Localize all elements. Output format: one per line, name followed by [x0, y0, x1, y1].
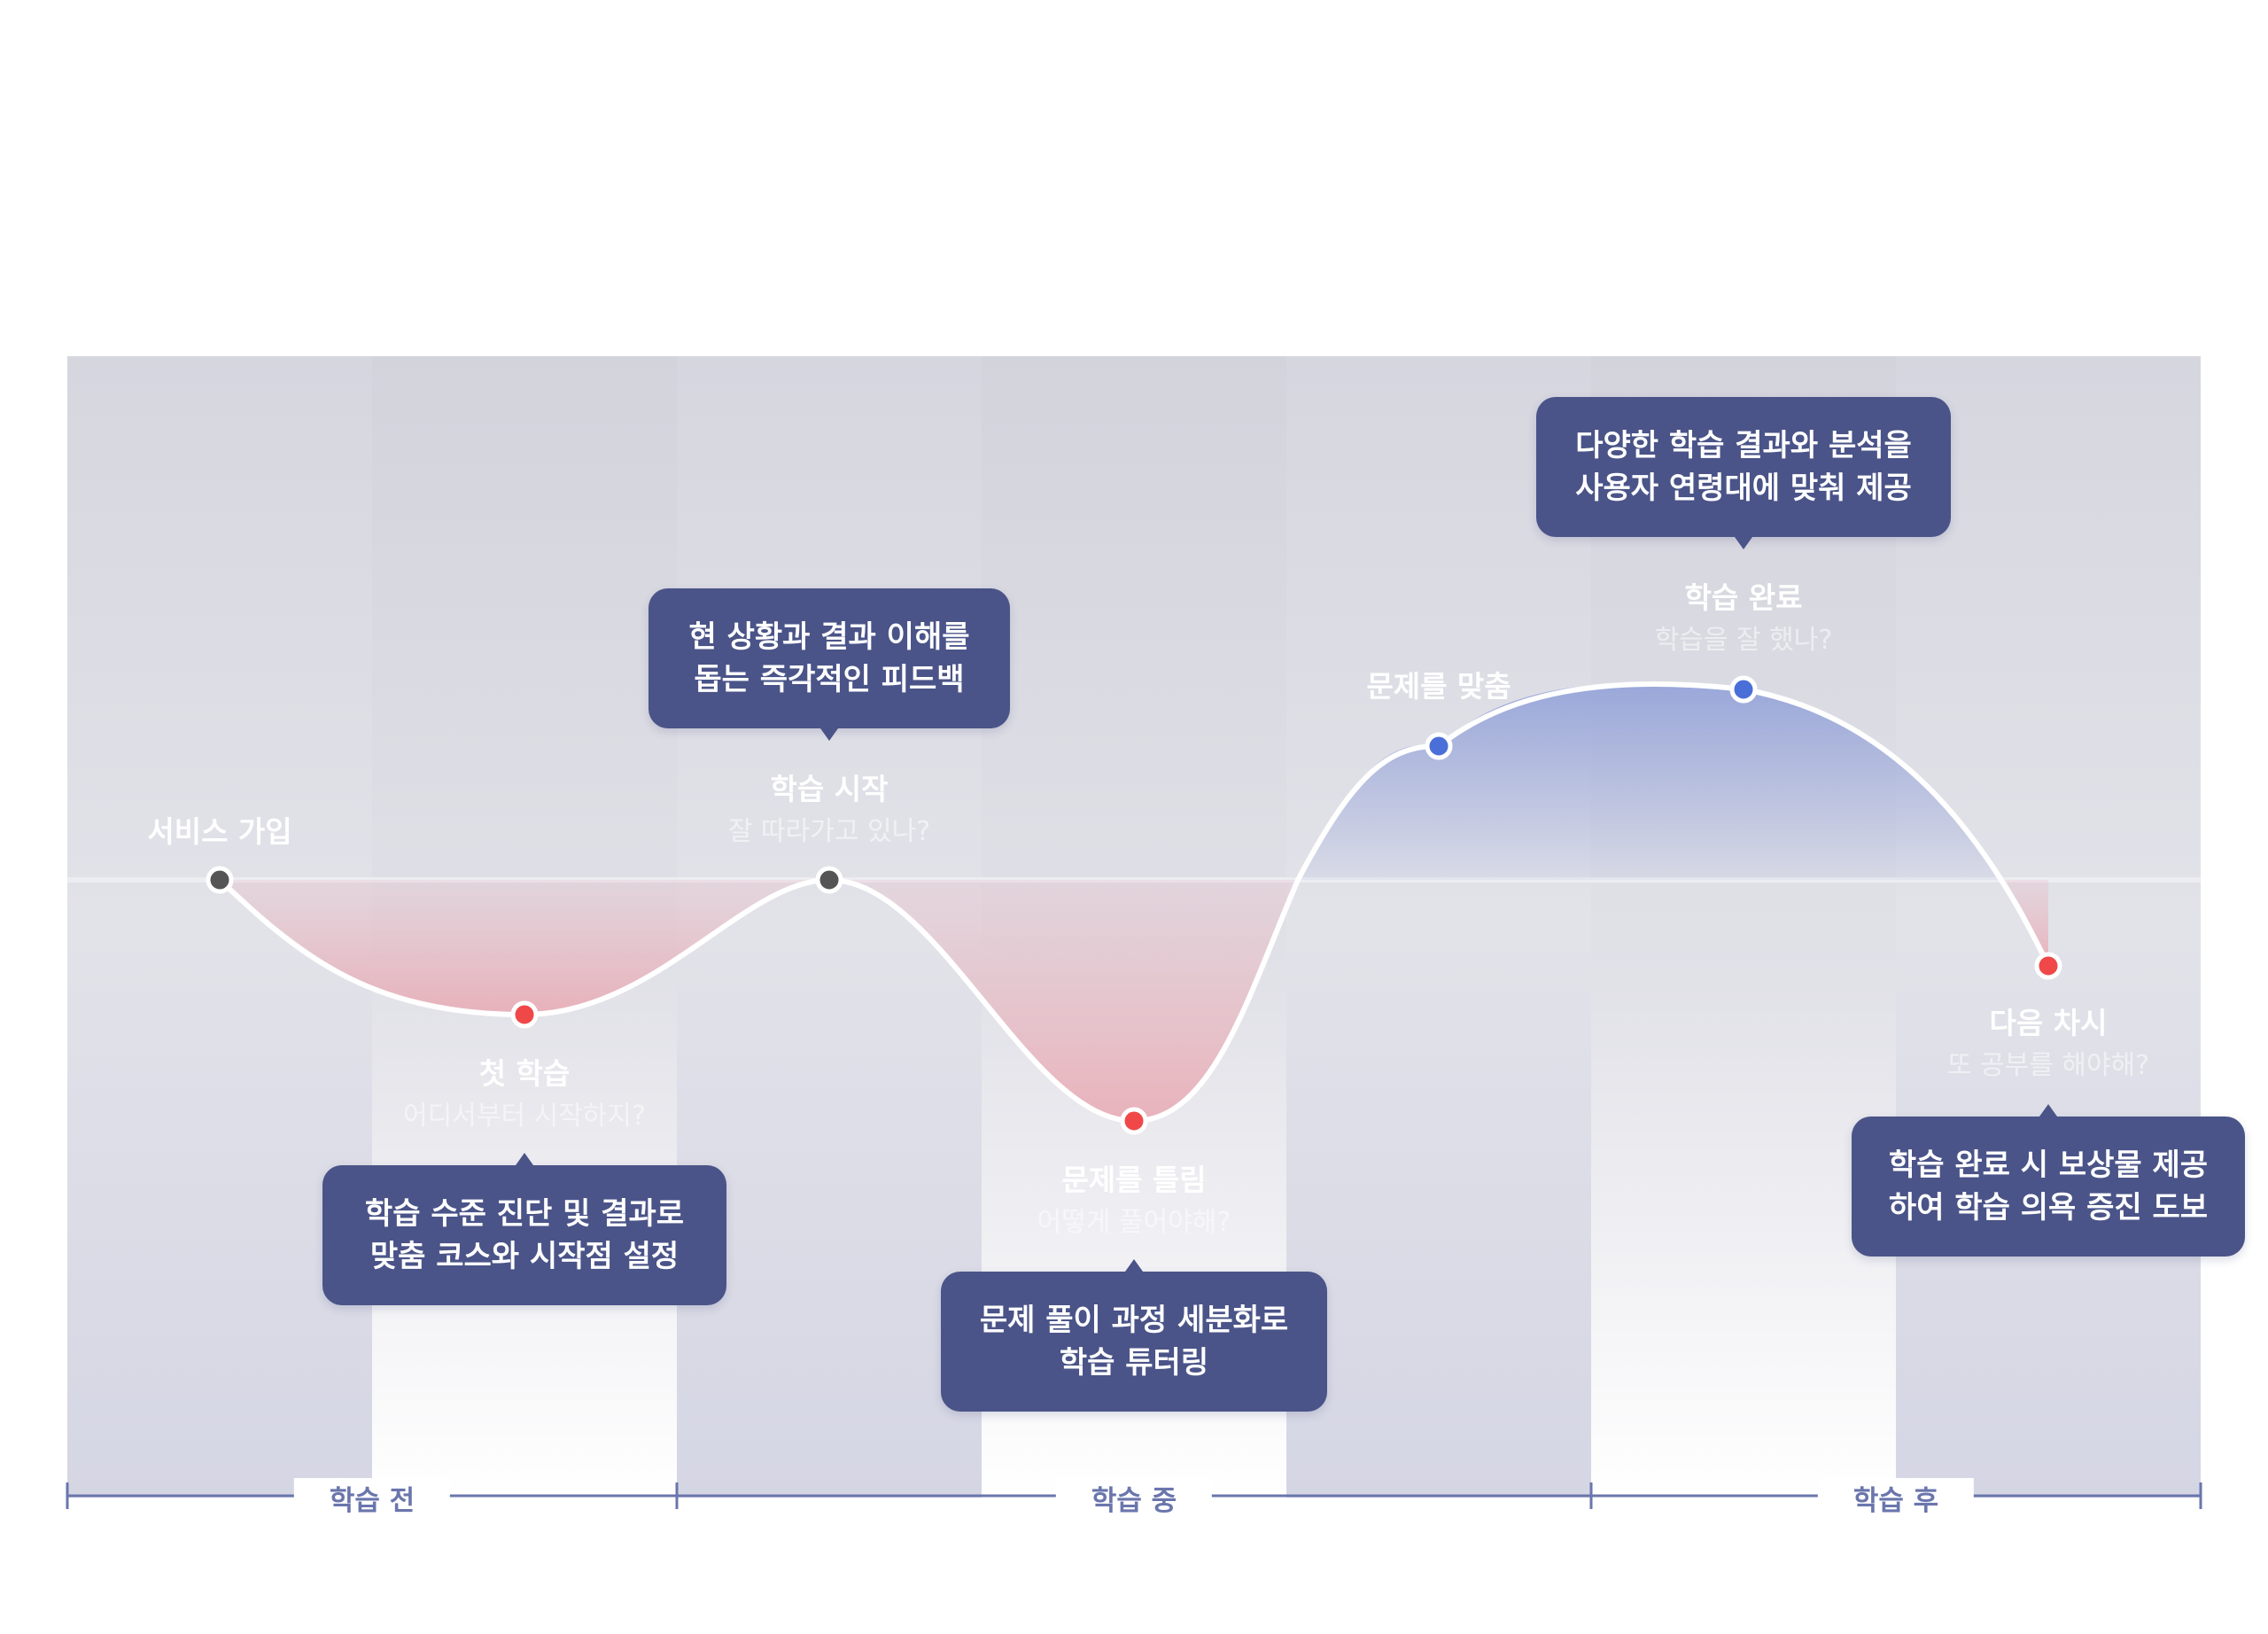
- callout-tutoring: 문제 풀이 과정 세분화로 학습 튜터링: [941, 1259, 1327, 1412]
- callout-line: 학습 수준 진단 및 결과로: [364, 1196, 685, 1232]
- stage-point: [206, 866, 234, 894]
- negative-area-2: [829, 880, 1298, 1121]
- stage-subtitle: 또 공부를 해야해?: [1946, 1050, 2150, 1081]
- background-columns: [67, 356, 2201, 1498]
- stage-title: 문제를 틀림: [1061, 1163, 1207, 1197]
- phase-label-after: 학습 후: [1817, 1478, 1975, 1518]
- negative-area-3: [2004, 880, 2048, 966]
- callout-line: 돕는 즉각적인 피드백: [694, 662, 965, 697]
- phase-label-during: 학습 중: [1055, 1478, 1213, 1518]
- stage-title: 학습 완료: [1684, 580, 1803, 615]
- negative-area-1: [220, 880, 829, 1015]
- callout-diagnosis: 학습 수준 진단 및 결과로 맞춤 코스와 시작점 설정: [322, 1153, 726, 1305]
- callout-reward: 학습 완료 시 보상물 제공 하여 학습 의욕 증진 도보: [1852, 1104, 2245, 1257]
- callout-feedback: 현 상황과 결과 이해를 돕는 즉각적인 피드백: [649, 588, 1010, 741]
- stage-point: [815, 866, 843, 894]
- callout-line: 하여 학습 의욕 증진 도보: [1888, 1190, 2209, 1226]
- stage-points: [206, 675, 2062, 1135]
- callout-line: 학습 튜터링: [1059, 1345, 1209, 1381]
- stage-point: [1425, 732, 1453, 760]
- stage-subtitle: 잘 따라가고 있나?: [727, 816, 931, 847]
- callout-line: 사용자 연령대에 맞춰 제공: [1575, 471, 1912, 506]
- phase-label-before: 학습 전: [293, 1478, 451, 1518]
- stage-subtitle: 어디서부터 시작하지?: [403, 1101, 646, 1132]
- callout-pointer: [1125, 1259, 1143, 1272]
- stage-point: [1729, 675, 1758, 704]
- stage-title: 서비스 가입: [147, 814, 292, 849]
- positive-area: [1298, 682, 2004, 880]
- stage-point: [2034, 952, 2062, 980]
- stage-point: [510, 1000, 539, 1029]
- callout-line: 현 상황과 결과 이해를: [688, 619, 970, 655]
- callout-line: 학습 완료 시 보상물 제공: [1888, 1148, 2209, 1183]
- callout-pointer: [820, 728, 838, 741]
- stage-title: 학습 시작: [770, 772, 889, 806]
- callout-line: 문제 풀이 과정 세분화로: [979, 1303, 1289, 1338]
- column-5: [1286, 356, 1591, 1498]
- stage-subtitle: 학습을 잘 했나?: [1654, 625, 1833, 656]
- stage-title: 다음 차시: [1989, 1006, 2108, 1040]
- stage-point: [1120, 1107, 1148, 1135]
- callout-pointer: [1735, 537, 1752, 549]
- callout-line: 맞춤 코스와 시작점 설정: [369, 1239, 680, 1274]
- callout-results: 다양한 학습 결과와 분석을 사용자 연령대에 맞춰 제공: [1536, 397, 1951, 549]
- callout-pointer: [516, 1153, 533, 1165]
- stage-title: 첫 학습: [478, 1056, 571, 1091]
- stage-subtitle: 어떻게 풀어야해?: [1037, 1207, 1231, 1238]
- stage-title: 문제를 맞춤: [1366, 669, 1511, 704]
- callout-pointer: [2039, 1104, 2057, 1117]
- callout-line: 다양한 학습 결과와 분석을: [1575, 428, 1912, 463]
